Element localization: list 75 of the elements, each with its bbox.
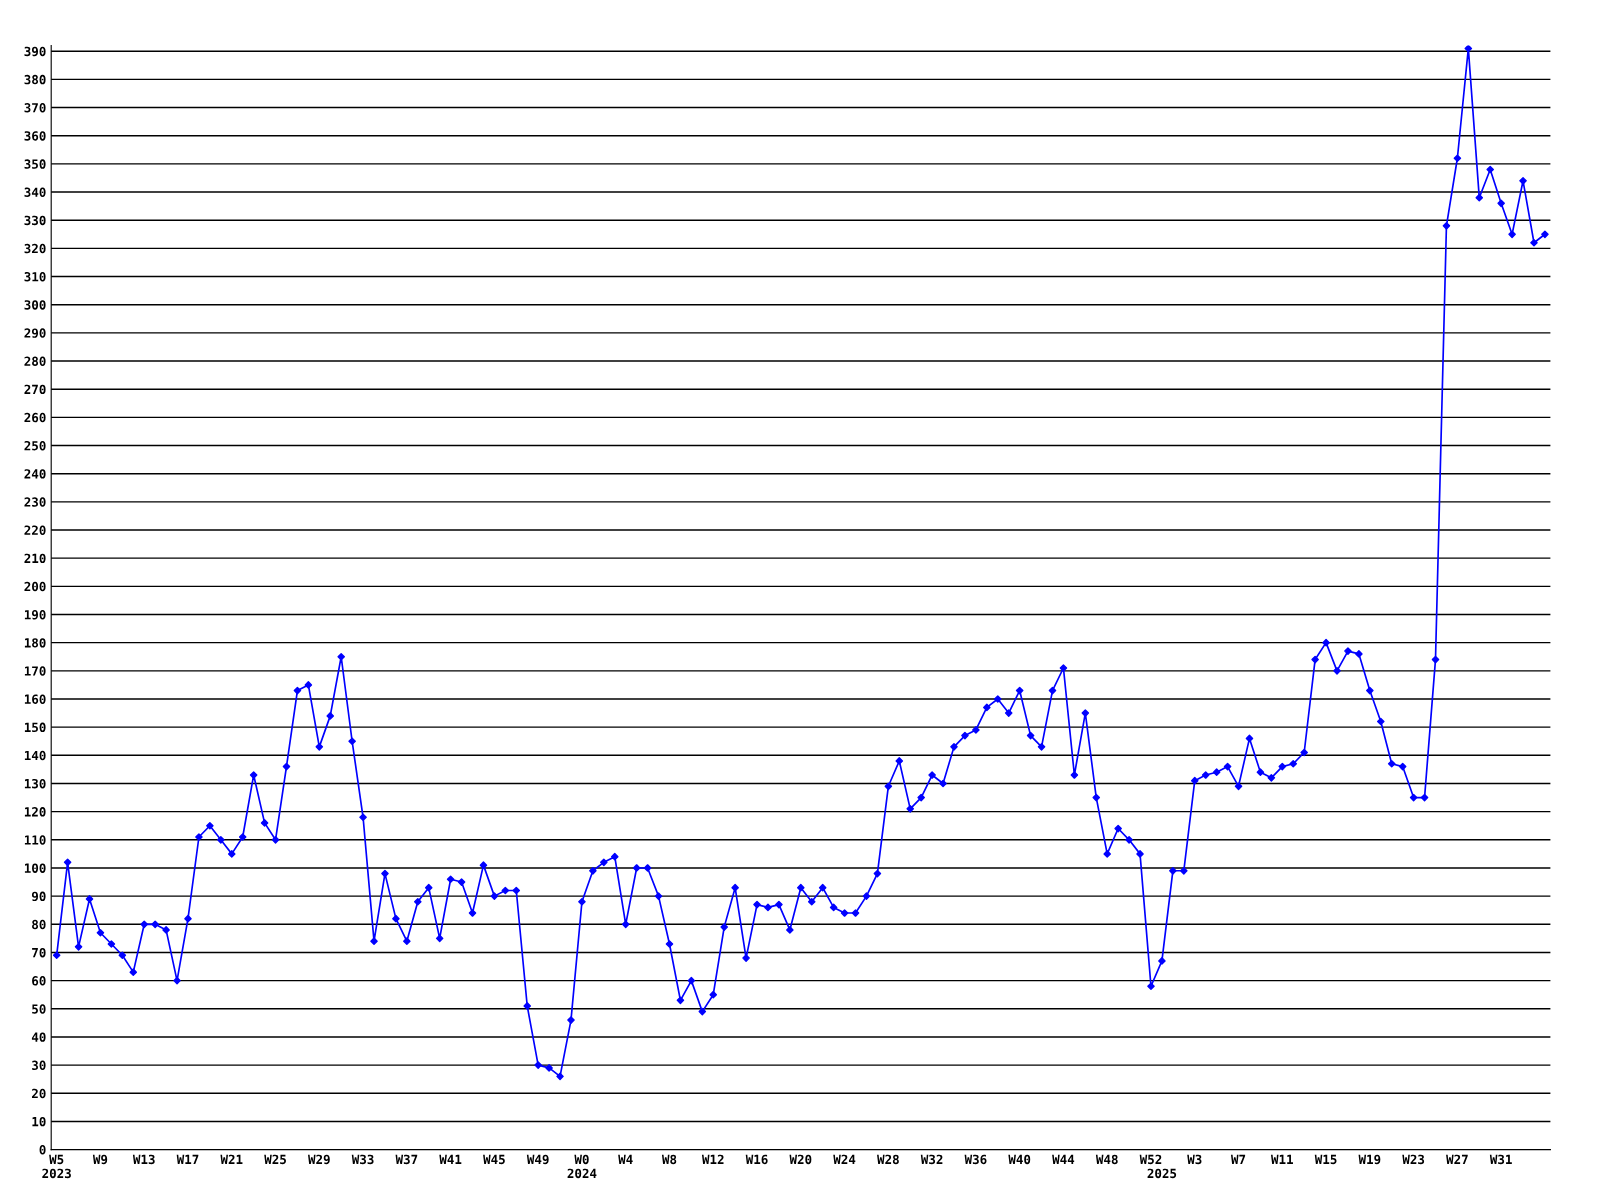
x-tick-label: W45 <box>483 1154 505 1165</box>
y-tick-label: 160 <box>24 694 46 704</box>
y-tick-label: 220 <box>24 525 46 535</box>
y-tick-label: 110 <box>24 835 46 845</box>
y-tick-label: 370 <box>24 103 46 113</box>
x-tick-label: W17 <box>176 1154 199 1164</box>
x-tick-label: W27 <box>1446 1154 1468 1164</box>
y-tick-label: 40 <box>31 1032 46 1042</box>
x-tick-label: W49 <box>526 1154 549 1165</box>
y-tick-label: 250 <box>24 440 46 451</box>
y-tick-label: 50 <box>32 1004 46 1014</box>
y-tick-label: 210 <box>24 553 46 564</box>
y-tick-label: 170 <box>24 666 46 676</box>
x-tick-label: W31 <box>1489 1154 1512 1165</box>
y-tick-label: 320 <box>24 243 46 254</box>
y-tick-label: 350 <box>24 159 46 169</box>
x-tick-label: W33 <box>351 1154 374 1165</box>
y-tick-label: 380 <box>24 74 46 85</box>
x-tick-label: W5 2023 <box>42 1154 71 1179</box>
y-tick-label: 200 <box>24 581 46 592</box>
x-tick-label: W0 2024 <box>567 1154 597 1179</box>
x-tick-label: W21 <box>220 1154 243 1164</box>
x-tick-label: W41 <box>439 1154 462 1164</box>
y-tick-label: 140 <box>24 750 46 761</box>
y-tick-label: 240 <box>24 469 46 479</box>
y-tick-label: 150 <box>24 722 46 733</box>
y-tick-label: 130 <box>24 778 46 789</box>
x-tick-label: W52 <box>1139 1154 1162 1165</box>
x-tick-label: W29 <box>308 1154 330 1165</box>
x-tick-label: W25 <box>264 1154 286 1165</box>
x-tick-label: W8 <box>661 1154 677 1165</box>
x-tick-label: W37 <box>395 1154 418 1165</box>
y-tick-label: 20 <box>31 1088 46 1099</box>
x-tick-label: W40 <box>1008 1154 1031 1165</box>
y-tick-label: 180 <box>24 638 46 648</box>
y-tick-label: 90 <box>31 891 46 902</box>
y-tick-label: 290 <box>24 328 46 338</box>
y-tick-label: 230 <box>24 497 46 507</box>
x-tick-label: 2025 <box>1147 1168 1177 1179</box>
y-tick-label: 390 <box>24 46 46 57</box>
x-tick-label: W16 <box>745 1154 768 1165</box>
y-tick-label: 310 <box>24 272 46 282</box>
x-tick-label: W24 <box>833 1154 856 1164</box>
x-tick-label: W15 <box>1314 1154 1337 1165</box>
y-tick-label: 330 <box>24 215 46 226</box>
y-tick-label: 0 <box>39 1145 46 1155</box>
x-tick-label: W19 <box>1358 1154 1381 1165</box>
x-tick-label: W28 <box>877 1154 899 1165</box>
y-tick-label: 300 <box>24 300 46 310</box>
x-tick-label: W9 <box>92 1154 108 1165</box>
y-tick-label: 60 <box>32 976 46 986</box>
y-tick-label: 360 <box>24 131 46 141</box>
y-tick-label: 80 <box>32 919 46 930</box>
x-tick-label: W3 <box>1187 1154 1202 1165</box>
x-tick-label: W36 <box>964 1154 987 1165</box>
y-tick-label: 270 <box>24 384 46 395</box>
y-tick-label: 340 <box>24 187 46 197</box>
y-tick-label: 100 <box>24 863 46 873</box>
x-tick-label: W23 <box>1402 1154 1425 1165</box>
x-tick-label: W4 <box>618 1154 633 1164</box>
x-tick-label: W11 <box>1271 1154 1293 1164</box>
y-tick-label: 280 <box>24 356 46 366</box>
x-tick-label: W7 <box>1231 1154 1246 1164</box>
x-tick-label: W20 <box>789 1154 812 1165</box>
y-tick-label: 120 <box>24 807 46 817</box>
x-tick-label: W32 <box>920 1154 943 1165</box>
y-tick-label: 260 <box>24 412 46 423</box>
x-tick-label: W13 <box>132 1154 155 1165</box>
x-tick-label: W12 <box>701 1154 724 1164</box>
y-tick-label: 10 <box>32 1116 46 1127</box>
x-tick-label: W44 <box>1052 1154 1075 1164</box>
y-tick-label: 190 <box>24 609 46 620</box>
x-tick-label: W48 <box>1095 1154 1118 1165</box>
y-tick-label: 70 <box>32 947 46 958</box>
y-tick-label: 30 <box>32 1060 46 1071</box>
